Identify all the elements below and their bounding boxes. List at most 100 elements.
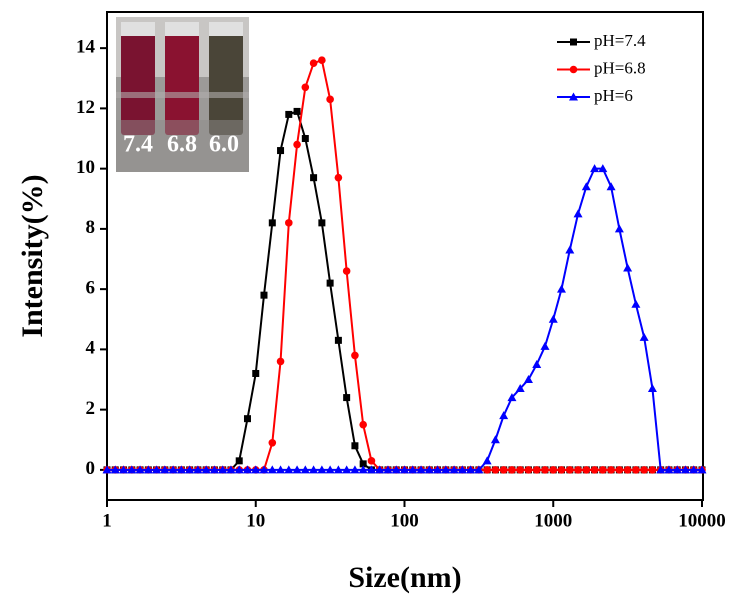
x-tick-label: 1 (102, 510, 112, 531)
x-axis-label: Size(nm) (348, 561, 461, 594)
marker (383, 465, 393, 474)
marker (152, 465, 162, 474)
marker (532, 466, 541, 474)
marker (276, 357, 285, 366)
marker (490, 435, 500, 444)
marker (631, 299, 641, 308)
marker (623, 263, 633, 272)
y-tick-label: 6 (86, 277, 96, 298)
marker (416, 465, 426, 474)
marker (127, 465, 137, 474)
marker (300, 465, 310, 474)
marker (590, 164, 600, 173)
marker (301, 135, 309, 143)
marker (252, 369, 260, 377)
marker (143, 465, 153, 474)
marker (483, 466, 491, 474)
marker (160, 465, 170, 474)
marker (664, 465, 674, 474)
marker (697, 465, 707, 474)
marker (176, 465, 186, 474)
y-tick-label: 10 (76, 157, 95, 178)
marker (284, 465, 294, 474)
marker (285, 110, 293, 118)
marker (515, 384, 525, 393)
legend-marker (570, 38, 577, 46)
marker (242, 465, 252, 474)
legend-marker (569, 92, 578, 101)
series-line (107, 167, 702, 471)
marker (317, 465, 327, 474)
marker (689, 465, 699, 474)
marker (424, 465, 434, 474)
marker (267, 465, 277, 474)
marker (606, 182, 616, 191)
y-tick-label: 8 (86, 217, 96, 238)
marker (366, 465, 376, 474)
marker (549, 466, 558, 474)
marker (672, 465, 682, 474)
marker (581, 182, 591, 191)
marker (310, 174, 318, 182)
y-tick-label: 2 (86, 398, 96, 419)
marker (499, 411, 509, 420)
marker (582, 466, 591, 474)
marker (540, 341, 550, 350)
marker (516, 466, 524, 474)
marker (342, 465, 352, 474)
marker (110, 465, 120, 474)
marker (326, 95, 334, 104)
marker (351, 351, 359, 360)
x-tick-label: 10000 (678, 510, 726, 531)
marker (168, 465, 178, 474)
marker (309, 59, 318, 68)
marker (590, 466, 599, 474)
inset-label: 6.8 (167, 132, 197, 158)
marker (334, 173, 343, 182)
marker (491, 466, 500, 474)
marker (218, 465, 228, 474)
marker (557, 466, 566, 474)
marker (293, 107, 301, 115)
marker (367, 457, 376, 465)
marker (350, 465, 360, 474)
marker (507, 393, 517, 402)
x-tick-label: 10 (246, 510, 265, 531)
marker (326, 279, 334, 287)
marker (639, 332, 649, 341)
x-tick-label: 1000 (534, 510, 572, 531)
marker (607, 466, 615, 474)
marker (285, 219, 293, 227)
marker (334, 336, 342, 344)
marker (656, 465, 666, 474)
marker (268, 219, 276, 227)
x-tick-label: 100 (390, 510, 419, 531)
y-tick-label: 0 (86, 458, 96, 479)
marker (209, 465, 219, 474)
legend-label: pH=7.4 (594, 31, 646, 50)
y-tick-label: 4 (86, 338, 96, 359)
marker (556, 284, 566, 293)
marker (351, 442, 359, 450)
marker (640, 466, 648, 474)
marker (318, 56, 326, 64)
marker (680, 465, 690, 474)
marker (599, 466, 607, 474)
marker (449, 465, 459, 474)
marker (234, 465, 244, 474)
marker (523, 375, 533, 384)
legend-marker (569, 65, 578, 74)
marker (309, 465, 319, 474)
marker (623, 466, 632, 474)
marker (268, 438, 277, 447)
marker (276, 465, 286, 474)
inset-label: 6.0 (209, 132, 239, 158)
marker (243, 415, 251, 423)
marker (648, 466, 657, 474)
marker (541, 466, 549, 474)
marker (457, 465, 467, 474)
marker (185, 465, 195, 474)
marker (119, 465, 129, 474)
y-tick-label: 12 (76, 97, 95, 118)
